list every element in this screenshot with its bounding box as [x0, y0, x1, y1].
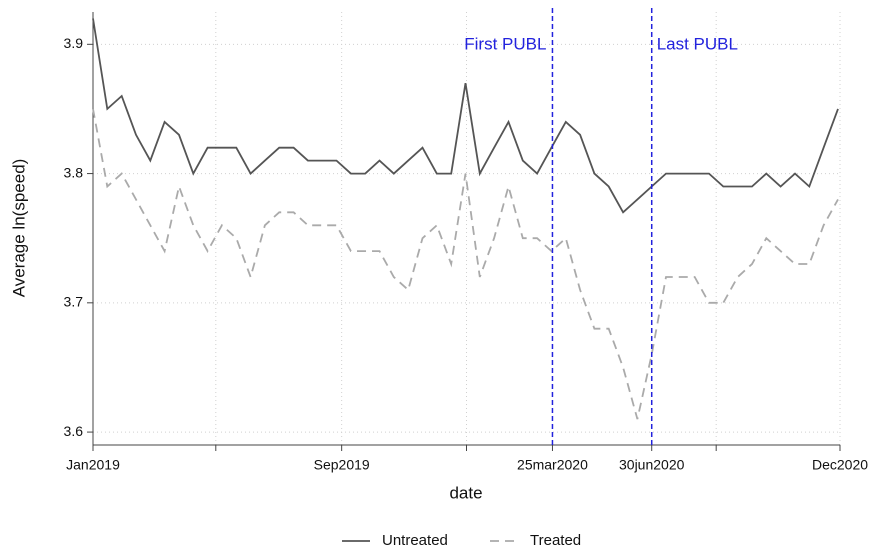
y-tick-label: 3.6	[64, 423, 84, 439]
reference-label: First PUBL	[464, 34, 546, 53]
x-tick-label: Jan2019	[66, 457, 120, 473]
data-line	[92, 108, 839, 420]
y-tick-label: 3.9	[64, 35, 84, 51]
reference-label: Last PUBL	[657, 34, 738, 53]
legend-label: Treated	[530, 532, 581, 549]
data-line	[92, 18, 839, 214]
y-axis-title: Average ln(speed)	[9, 159, 28, 298]
x-axis-title: date	[449, 483, 482, 502]
legend-label: Untreated	[382, 532, 448, 549]
x-tick-label: Sep2019	[314, 457, 370, 473]
x-tick-label: Dec2020	[812, 457, 868, 473]
y-tick-label: 3.8	[64, 164, 84, 180]
y-tick-label: 3.7	[64, 294, 84, 310]
x-tick-label: 30jun2020	[619, 457, 685, 473]
x-tick-label: 25mar2020	[517, 457, 588, 473]
